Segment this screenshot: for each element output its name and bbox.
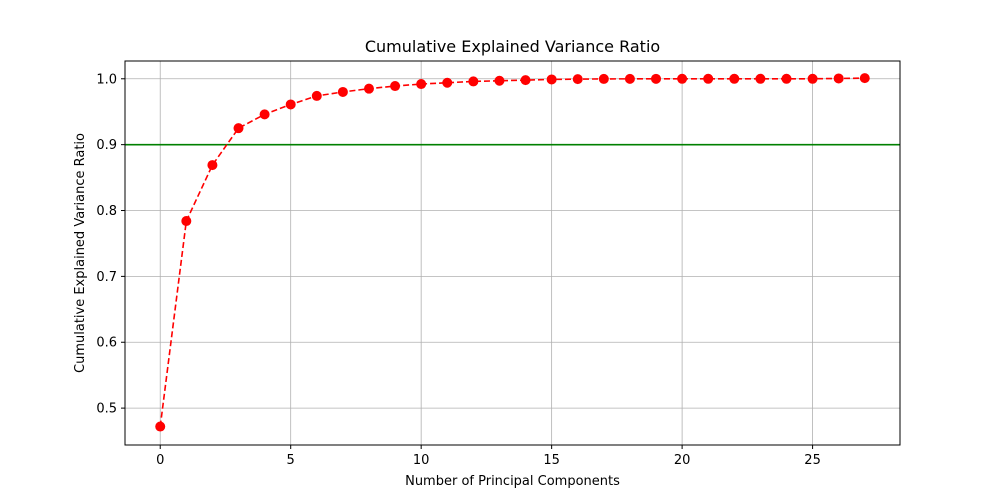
data-point — [468, 76, 479, 87]
plot-frame — [124, 60, 901, 446]
data-point — [781, 73, 792, 84]
series-layer — [155, 73, 870, 432]
data-point — [807, 73, 818, 84]
data-point — [181, 216, 192, 227]
data-point — [390, 81, 401, 92]
data-point — [520, 75, 531, 86]
series-line — [159, 77, 865, 427]
data-point — [363, 83, 374, 94]
data-point — [494, 75, 505, 86]
x-tick-label: 20 — [674, 453, 691, 468]
y-tick-label: 1.0 — [96, 72, 117, 87]
ticks: 0 5 10 15 20 25 0.5 0.6 0.7 0.8 0.9 1.0 — [96, 72, 821, 468]
y-tick-label: 0.8 — [96, 204, 117, 219]
data-point — [155, 421, 166, 432]
data-point — [729, 73, 740, 84]
data-point — [233, 123, 244, 134]
data-point — [677, 73, 688, 84]
data-point — [416, 79, 427, 90]
data-point — [546, 74, 557, 85]
x-tick-label: 10 — [413, 453, 430, 468]
y-tick-label: 0.5 — [96, 402, 117, 417]
chart-title: Cumulative Explained Variance Ratio — [365, 37, 660, 56]
y-tick-label: 0.7 — [96, 270, 117, 285]
data-point — [311, 90, 322, 101]
data-point — [207, 160, 218, 171]
x-axis-label: Number of Principal Components — [405, 474, 620, 489]
y-axis-label: Cumulative Explained Variance Ratio — [73, 133, 88, 373]
data-point — [285, 99, 296, 110]
data-point — [624, 73, 635, 84]
y-tick-label: 0.9 — [96, 138, 117, 153]
data-point — [755, 73, 766, 84]
data-point — [833, 73, 844, 84]
y-tick-label: 0.6 — [96, 336, 117, 351]
data-point — [859, 73, 870, 84]
x-tick-label: 5 — [287, 453, 295, 468]
data-point — [598, 73, 609, 84]
data-point — [703, 73, 714, 84]
data-point — [572, 74, 583, 85]
data-point — [259, 109, 270, 120]
x-tick-label: 0 — [156, 453, 164, 468]
data-point — [337, 86, 348, 97]
data-point — [442, 77, 453, 88]
x-tick-label: 25 — [804, 453, 821, 468]
x-tick-label: 15 — [543, 453, 560, 468]
data-point — [651, 73, 662, 84]
